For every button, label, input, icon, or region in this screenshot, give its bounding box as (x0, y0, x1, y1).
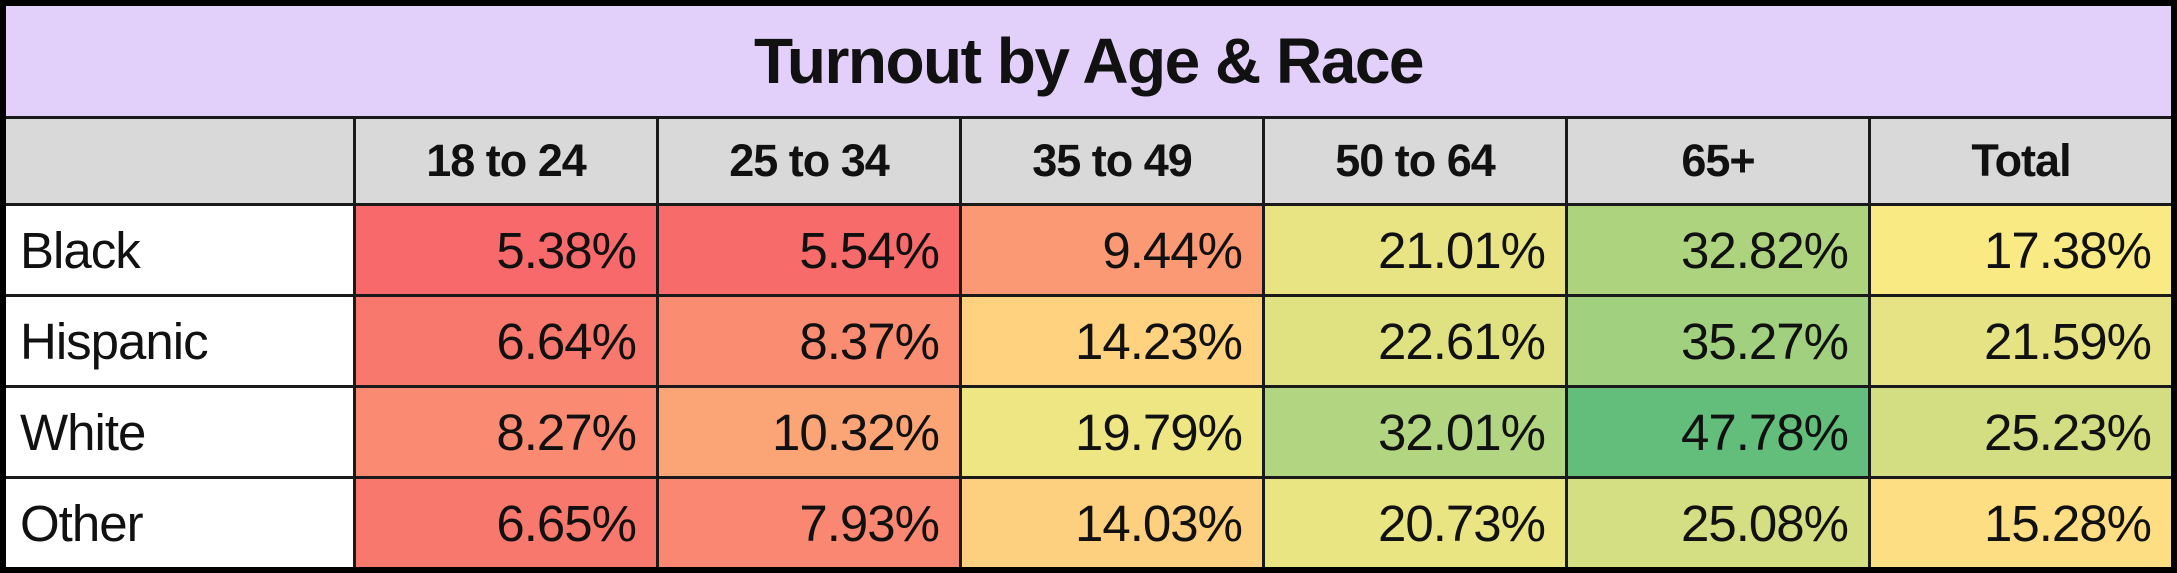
column-header-total[interactable]: Total (1871, 119, 2171, 203)
data-cell[interactable]: 19.79% (962, 388, 1262, 476)
data-cell[interactable]: 5.38% (356, 206, 656, 294)
data-cell[interactable]: 22.61% (1265, 297, 1565, 385)
data-cell[interactable]: 35.27% (1568, 297, 1868, 385)
column-header-25-to-34[interactable]: 25 to 34 (659, 119, 959, 203)
data-cell[interactable]: 6.65% (356, 479, 656, 567)
data-cell[interactable]: 8.27% (356, 388, 656, 476)
data-cell[interactable]: 17.38% (1871, 206, 2171, 294)
column-header-35-to-49[interactable]: 35 to 49 (962, 119, 1262, 203)
data-cell[interactable]: 21.01% (1265, 206, 1565, 294)
data-cell[interactable]: 32.01% (1265, 388, 1565, 476)
corner-cell[interactable] (6, 119, 353, 203)
row-label-black[interactable]: Black (6, 206, 353, 294)
data-cell[interactable]: 32.82% (1568, 206, 1868, 294)
data-cell[interactable]: 6.64% (356, 297, 656, 385)
data-cell[interactable]: 15.28% (1871, 479, 2171, 567)
data-cell[interactable]: 10.32% (659, 388, 959, 476)
data-cell[interactable]: 25.23% (1871, 388, 2171, 476)
column-header-18-to-24[interactable]: 18 to 24 (356, 119, 656, 203)
data-cell[interactable]: 14.23% (962, 297, 1262, 385)
table-title: Turnout by Age & Race (6, 6, 2171, 116)
data-cell[interactable]: 8.37% (659, 297, 959, 385)
data-cell[interactable]: 14.03% (962, 479, 1262, 567)
column-header-50-to-64[interactable]: 50 to 64 (1265, 119, 1565, 203)
data-cell[interactable]: 21.59% (1871, 297, 2171, 385)
data-cell[interactable]: 5.54% (659, 206, 959, 294)
data-cell[interactable]: 7.93% (659, 479, 959, 567)
row-label-white[interactable]: White (6, 388, 353, 476)
data-cell[interactable]: 9.44% (962, 206, 1262, 294)
data-cell[interactable]: 47.78% (1568, 388, 1868, 476)
column-header-65-[interactable]: 65+ (1568, 119, 1868, 203)
data-cell[interactable]: 20.73% (1265, 479, 1565, 567)
data-cell[interactable]: 25.08% (1568, 479, 1868, 567)
row-label-other[interactable]: Other (6, 479, 353, 567)
row-label-hispanic[interactable]: Hispanic (6, 297, 353, 385)
